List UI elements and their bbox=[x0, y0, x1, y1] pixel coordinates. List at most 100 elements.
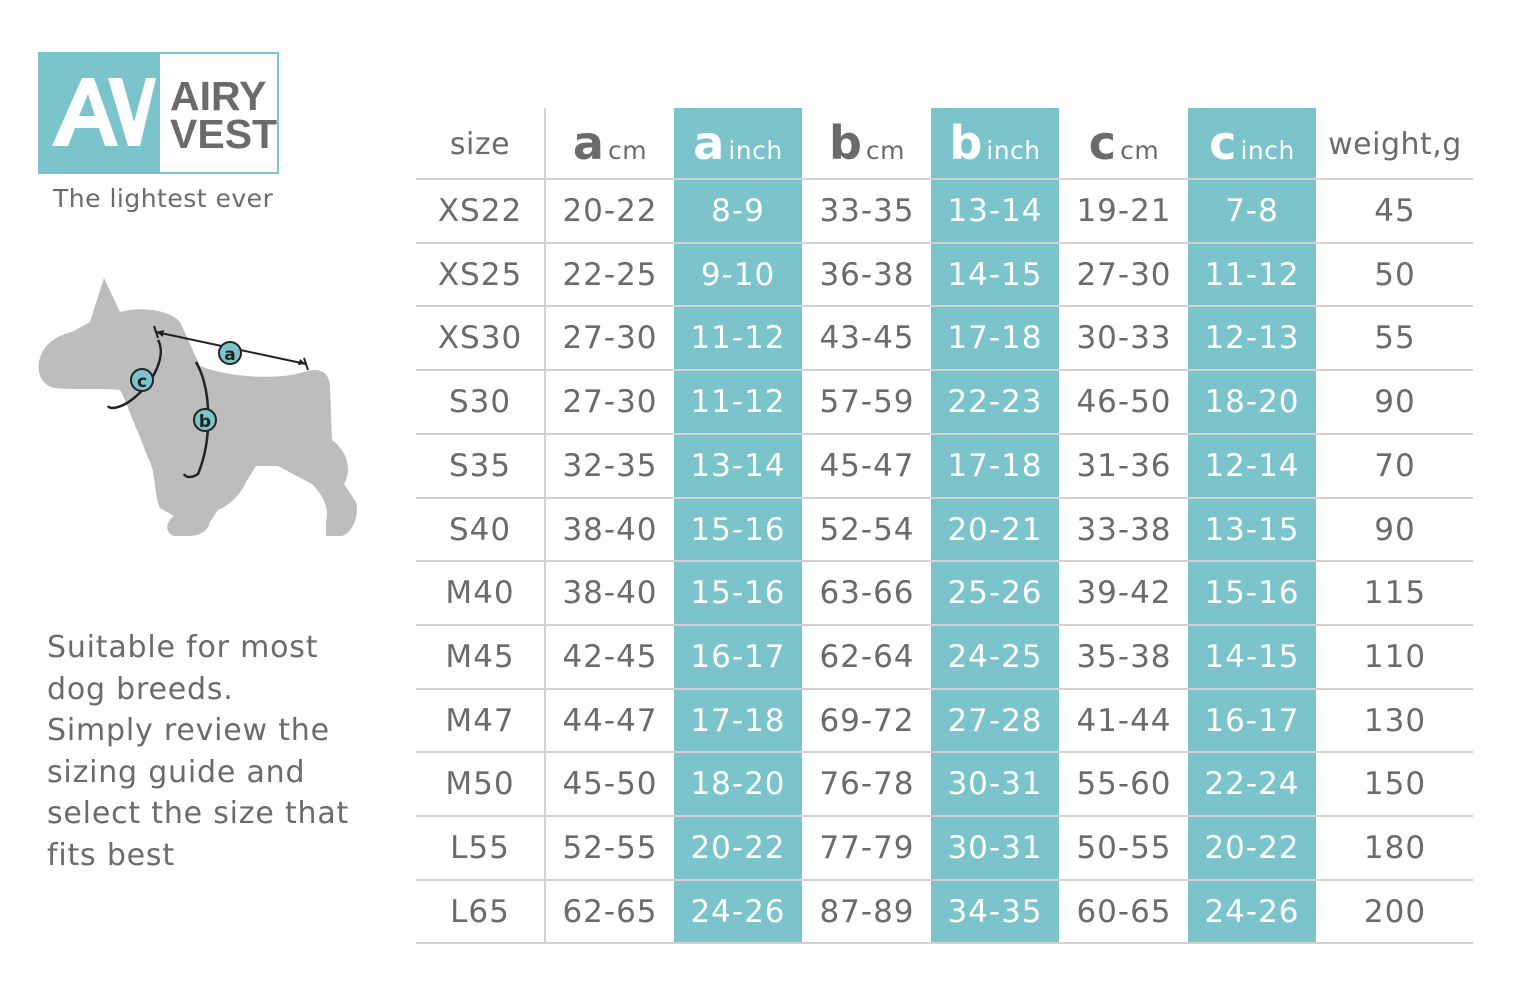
cell-c-cm: 50-55 bbox=[1076, 830, 1172, 866]
dog-silhouette bbox=[38, 278, 358, 536]
cell-size: L65 bbox=[450, 893, 510, 930]
airyvest-logo: AIRY VEST bbox=[38, 52, 281, 174]
cell-a-inch: 13-14 bbox=[690, 447, 786, 484]
marker-b-label: b bbox=[199, 412, 211, 432]
cell-b-inch: 17-18 bbox=[947, 447, 1043, 484]
header-letter: c bbox=[1088, 116, 1117, 170]
cell-weight: 110 bbox=[1363, 638, 1427, 675]
row-divider bbox=[416, 815, 1473, 817]
cell-b-cm: 87-89 bbox=[819, 893, 915, 930]
description-line: select the size that bbox=[47, 796, 350, 832]
cell-b-inch: 13-14 bbox=[947, 193, 1043, 229]
marker-a: a bbox=[218, 341, 242, 365]
marker-b: b bbox=[193, 408, 217, 432]
cell-c-inch: 18-20 bbox=[1204, 384, 1300, 421]
cell-weight: 115 bbox=[1363, 575, 1427, 612]
cell-size: S30 bbox=[448, 384, 512, 421]
cell-b-cm: 77-79 bbox=[819, 830, 915, 866]
highlight-column-a-inch bbox=[674, 108, 802, 942]
cell-size: S35 bbox=[448, 447, 512, 484]
cell-b-inch: 24-25 bbox=[947, 638, 1043, 675]
cell-weight: 130 bbox=[1363, 702, 1427, 739]
cell-c-cm: 39-42 bbox=[1076, 575, 1172, 612]
cell-size: S40 bbox=[448, 511, 512, 548]
cell-b-cm: 69-72 bbox=[819, 702, 915, 739]
dog-measurement-diagram: a c b bbox=[38, 278, 358, 536]
cell-a-cm: 42-45 bbox=[562, 638, 658, 675]
cell-c-inch: 12-13 bbox=[1204, 320, 1300, 357]
table-row: M50 45-50 18-20 76-78 30-31 55-60 22-24 150 bbox=[416, 753, 1473, 815]
cell-a-cm: 27-30 bbox=[562, 384, 658, 421]
description-line: dog breeds. bbox=[47, 671, 234, 707]
cell-b-inch: 22-23 bbox=[947, 384, 1043, 421]
cell-c-cm: 31-36 bbox=[1076, 447, 1172, 484]
cell-b-cm: 76-78 bbox=[819, 766, 915, 803]
header-letter: a bbox=[572, 116, 604, 170]
row-divider bbox=[416, 369, 1473, 372]
cell-c-cm: 19-21 bbox=[1076, 193, 1172, 229]
cell-size: XS22 bbox=[437, 193, 523, 229]
row-divider bbox=[416, 751, 1473, 754]
row-divider bbox=[416, 623, 1473, 626]
cell-b-cm: 33-35 bbox=[819, 193, 915, 229]
table-row: L55 52-55 20-22 77-79 30-31 50-55 20-22 180 bbox=[416, 817, 1473, 879]
header-unit: inch bbox=[1240, 136, 1295, 165]
header-b-cm: b cm bbox=[803, 108, 931, 178]
cell-size: M40 bbox=[445, 575, 515, 612]
cell-c-inch: 12-14 bbox=[1204, 447, 1300, 484]
header-unit: inch bbox=[728, 136, 783, 165]
cell-c-inch: 22-24 bbox=[1204, 766, 1300, 803]
cell-b-inch: 17-18 bbox=[947, 320, 1043, 357]
marker-a-label: a bbox=[224, 345, 235, 365]
cell-a-inch: 18-20 bbox=[690, 766, 786, 803]
cell-a-inch: 24-26 bbox=[690, 893, 786, 930]
cell-c-inch: 16-17 bbox=[1204, 702, 1300, 739]
table-row: XS22 20-22 8-9 33-35 13-14 19-21 7-8 45 bbox=[416, 180, 1473, 242]
row-divider bbox=[416, 496, 1473, 499]
header-letter: b bbox=[949, 116, 983, 170]
cell-c-inch: 15-16 bbox=[1204, 575, 1300, 612]
cell-b-inch: 30-31 bbox=[947, 830, 1043, 866]
description-line: Suitable for most bbox=[47, 630, 319, 665]
cell-a-cm: 20-22 bbox=[562, 193, 658, 229]
highlight-column-b-inch bbox=[931, 108, 1059, 942]
logo-mark bbox=[38, 52, 160, 174]
cell-a-cm: 38-40 bbox=[562, 511, 658, 548]
cell-a-cm: 52-55 bbox=[562, 830, 658, 866]
header-unit: cm bbox=[865, 136, 906, 165]
cell-b-inch: 34-35 bbox=[947, 893, 1043, 930]
cell-a-inch: 11-12 bbox=[690, 384, 786, 421]
cell-b-cm: 36-38 bbox=[819, 256, 915, 293]
table-row: XS25 22-25 9-10 36-38 14-15 27-30 11-12 50 bbox=[416, 244, 1473, 306]
cell-a-cm: 32-35 bbox=[562, 447, 658, 484]
logo-line-airy: AIRY bbox=[170, 73, 267, 119]
cell-a-cm: 22-25 bbox=[562, 256, 658, 293]
cell-c-cm: 27-30 bbox=[1076, 256, 1172, 293]
cell-c-cm: 55-60 bbox=[1076, 766, 1172, 803]
table-row: M45 42-45 16-17 62-64 24-25 35-38 14-15 110 bbox=[416, 626, 1473, 688]
cell-b-cm: 63-66 bbox=[819, 575, 915, 612]
cell-a-inch: 16-17 bbox=[690, 638, 786, 675]
logo-wordmark: AIRY VEST bbox=[160, 52, 279, 174]
table-row: XS30 27-30 11-12 43-45 17-18 30-33 12-13 55 bbox=[416, 307, 1473, 369]
column-divider bbox=[544, 108, 546, 942]
cell-a-inch: 15-16 bbox=[690, 511, 786, 548]
description-line: sizing guide and bbox=[47, 754, 306, 790]
cell-size: XS25 bbox=[437, 256, 523, 293]
cell-weight: 90 bbox=[1374, 384, 1416, 421]
cell-a-cm: 27-30 bbox=[562, 320, 658, 357]
marker-c-label: c bbox=[137, 372, 147, 392]
cell-size: M50 bbox=[445, 766, 515, 803]
cell-b-inch: 20-21 bbox=[947, 511, 1043, 548]
logo-line-vest: VEST bbox=[170, 111, 278, 157]
av-monogram-icon bbox=[52, 78, 156, 146]
cell-a-inch: 11-12 bbox=[690, 320, 786, 357]
cell-c-cm: 46-50 bbox=[1076, 384, 1172, 421]
cell-c-inch: 7-8 bbox=[1225, 193, 1279, 229]
cell-size: M47 bbox=[445, 702, 515, 739]
cell-c-cm: 35-38 bbox=[1076, 638, 1172, 675]
cell-weight: 55 bbox=[1374, 320, 1416, 357]
highlight-column-c-inch bbox=[1188, 108, 1316, 942]
header-unit: inch bbox=[986, 136, 1041, 165]
table-row: L65 62-65 24-26 87-89 34-35 60-65 24-26 200 bbox=[416, 881, 1473, 943]
